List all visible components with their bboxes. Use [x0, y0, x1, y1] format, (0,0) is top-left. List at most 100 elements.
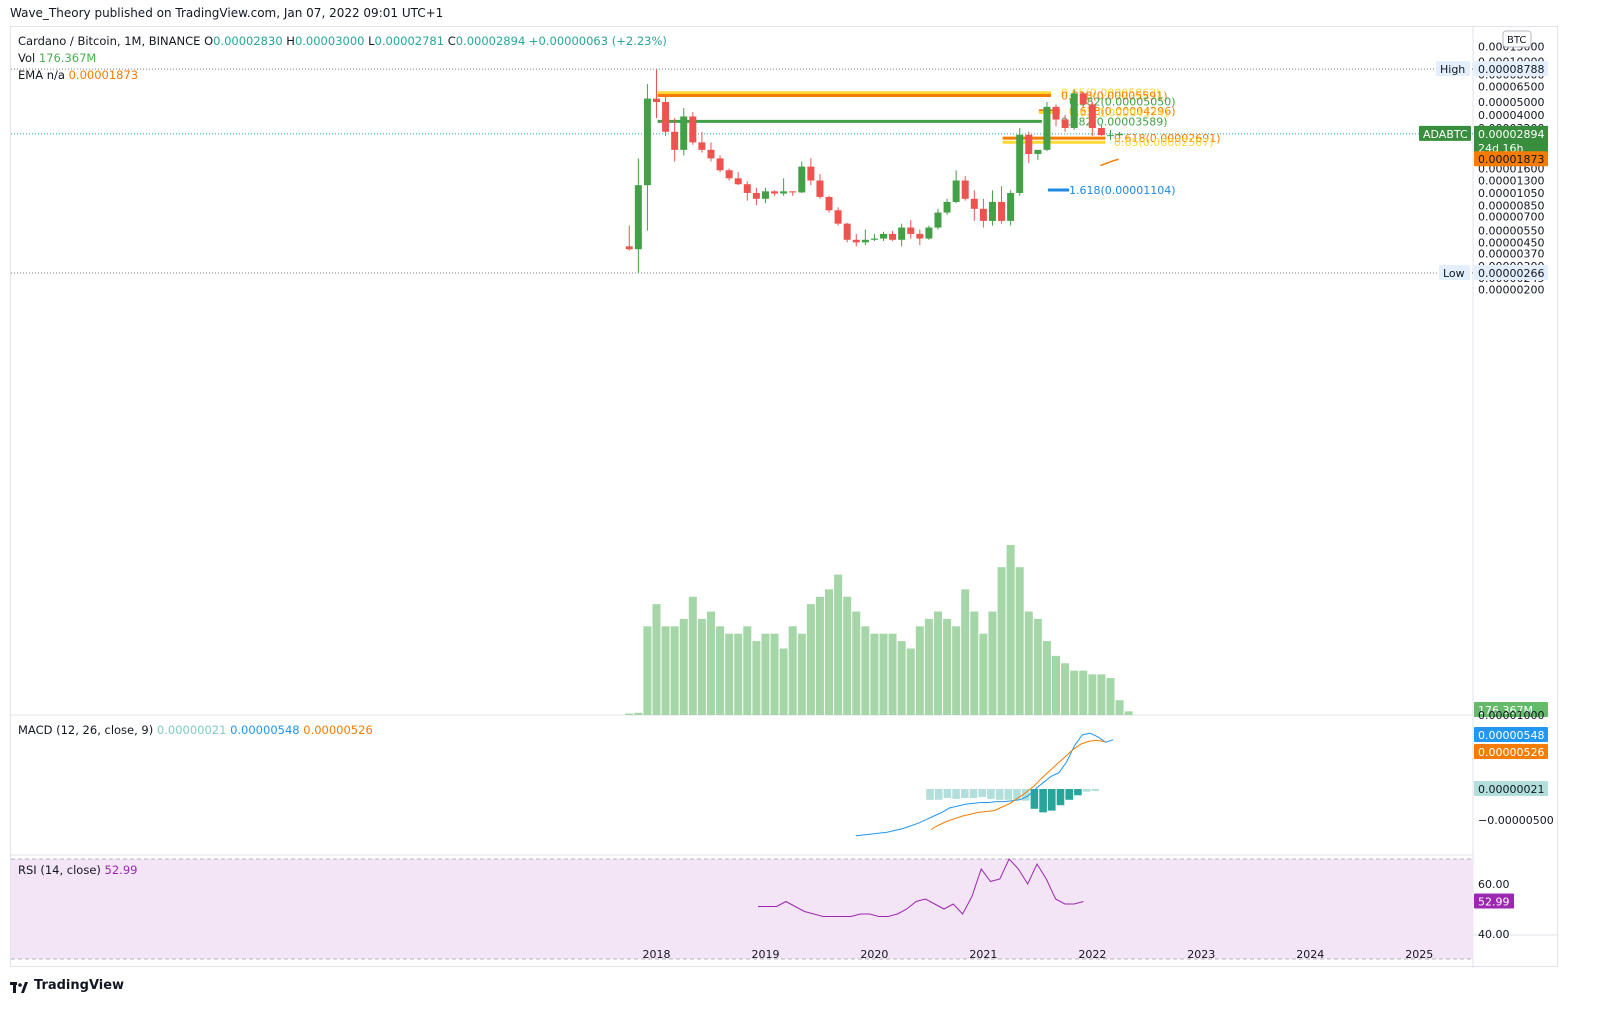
volume-bar [952, 626, 961, 715]
candle-body [1107, 135, 1114, 137]
candle-body [889, 233, 897, 240]
legend-vol-value: 176.367M [38, 51, 97, 65]
macd-hist-bar [1082, 789, 1091, 792]
macd-value-badge-bg [1474, 727, 1548, 742]
volume-bar [834, 574, 843, 715]
candle-body [625, 246, 633, 250]
macd-hist-bar [995, 789, 1004, 800]
low-label-badge: Low [1443, 267, 1465, 280]
candle-body [1007, 192, 1015, 221]
volume-bar [1106, 678, 1115, 715]
volume-bar [1015, 567, 1024, 715]
legend-ema-label: EMA [18, 68, 44, 82]
legend-ema: EMA n/a 0.00001873 [18, 68, 138, 82]
candle-body [743, 184, 751, 193]
candle-body [698, 142, 706, 150]
candle-body [761, 191, 769, 199]
publisher-line: Wave_Theory published on TradingView.com… [10, 6, 444, 20]
candle-body [825, 196, 833, 211]
candle-body [1016, 134, 1024, 193]
volume-bar [779, 648, 788, 715]
volume-bar [716, 626, 725, 715]
signal-line [930, 739, 1105, 830]
chart-frame[interactable]: 0.65(0.00005862) 0.618(0.00005591) 0.382(0… [10, 26, 1559, 968]
volume-bar [1079, 670, 1088, 715]
volume-bar [979, 633, 988, 715]
volume-bar [643, 626, 652, 715]
legend-low: 0.00002781 [374, 34, 445, 48]
time-tick-label: 2024 [1296, 948, 1324, 961]
candle-body [1097, 128, 1105, 136]
candle-body [653, 98, 660, 102]
legend-macd-signal: 0.00000526 [303, 723, 373, 737]
candle-body [1043, 106, 1051, 150]
legend-change: +0.00000063 (+2.23%) [528, 34, 667, 48]
volume-bar [1061, 663, 1070, 715]
price-tick-label: 0.00000550 [1478, 225, 1544, 238]
legend-high: 0.00003000 [294, 34, 365, 48]
rsi-axis-label: 40.00 [1478, 928, 1510, 941]
macd-hist-badge: 0.00000021 [1478, 783, 1544, 796]
macd-hist-bar [969, 789, 978, 798]
volume-bar [961, 589, 970, 715]
volume-bar [815, 596, 824, 715]
volume-bar [1124, 711, 1133, 715]
candle-body [952, 180, 960, 202]
macd-hist-bar [1021, 789, 1030, 801]
candle-body [970, 198, 978, 209]
candle-body [680, 116, 688, 150]
legend-rsi-value: 52.99 [104, 863, 138, 877]
volume-bar [933, 611, 942, 715]
legend-main: Cardano / Bitcoin, 1M, BINANCE O0.000028… [18, 34, 667, 48]
volume-bar [679, 618, 688, 715]
macd-hist-bar [1004, 789, 1013, 800]
volume-bar [879, 633, 888, 715]
currency-badge-border [1502, 30, 1532, 48]
candle-body [643, 98, 651, 186]
candle-body [898, 227, 906, 240]
last-price-value: 0.00002894 [1478, 128, 1544, 141]
fib-label: 0.65(0.00002507) [1114, 136, 1214, 149]
legend-macd-value: 0.00000548 [230, 723, 300, 737]
legend-open: 0.00002830 [213, 34, 283, 48]
macd-hist-bar [1065, 789, 1073, 800]
price-tick-label: 0.00000370 [1478, 248, 1544, 261]
volume-bar [652, 604, 661, 715]
high-label-badge: High [1440, 63, 1465, 76]
volume-bar [906, 648, 915, 715]
candle-body [816, 180, 824, 197]
volume-bar [852, 611, 861, 715]
candle-body [671, 131, 679, 150]
candle-body [689, 116, 697, 143]
candle-body [798, 166, 806, 193]
volume-bar [743, 626, 752, 715]
fib-label: 1.618(0.00001104) [1069, 184, 1176, 197]
fib-label: 0.618(0.00002691) [1114, 132, 1221, 145]
candle-body [934, 212, 942, 228]
candle-body [925, 227, 933, 239]
rsi-value-badge-bg [1474, 893, 1514, 909]
candle-body [716, 158, 724, 171]
volume-bar [870, 633, 879, 715]
macd-hist-bar [1056, 789, 1065, 806]
ema-line [1100, 158, 1119, 167]
candle-body [861, 239, 869, 243]
candle-body [1052, 106, 1060, 120]
rsi-band [11, 859, 1473, 959]
legend-rsi-label: RSI (14, close) [18, 863, 101, 877]
candle-body [1061, 119, 1069, 129]
last-symbol-badge-bg [1419, 125, 1471, 141]
candle-body [1079, 93, 1087, 105]
ema-value-badge-bg [1474, 151, 1548, 167]
volume-bar [625, 713, 634, 715]
footer: TradingView [10, 975, 124, 995]
candle-body [1025, 134, 1033, 154]
volume-bar [943, 618, 952, 715]
legend-rsi: RSI (14, close) 52.99 [18, 863, 137, 877]
candle-body [988, 201, 996, 221]
price-tick-label: 0.00004000 [1478, 109, 1544, 122]
chart-svg[interactable]: 0.65(0.00005862)0.618(0.00005591)0.382(0… [11, 27, 1559, 968]
time-tick-label: 2025 [1405, 948, 1433, 961]
legend-high-label: H [286, 34, 295, 48]
volume-bar [1052, 655, 1061, 715]
